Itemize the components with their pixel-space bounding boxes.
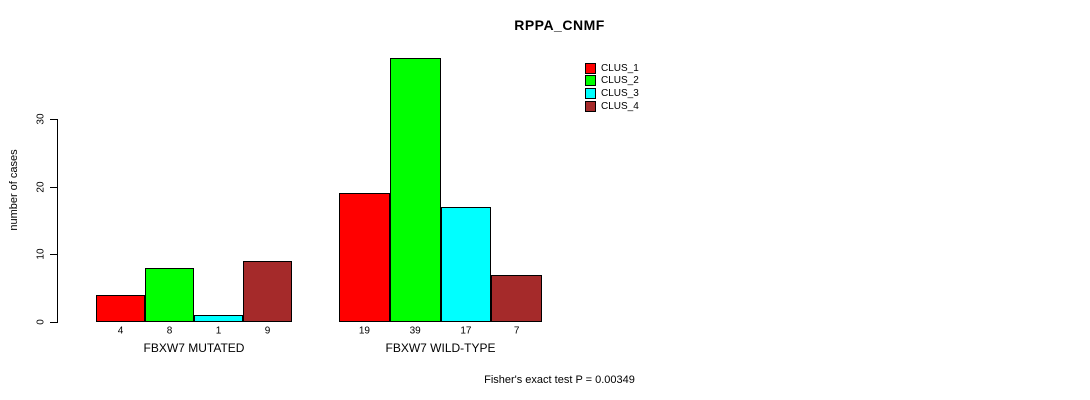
y-axis-tick — [50, 119, 57, 120]
bar-clus_3-group2 — [440, 206, 492, 322]
bar-clus_2-group2 — [389, 58, 441, 322]
legend-label: CLUS_2 — [601, 75, 639, 87]
legend-swatch-clus_2 — [585, 75, 596, 87]
legend-label: CLUS_1 — [601, 62, 639, 74]
bar-value-label: 9 — [264, 325, 271, 337]
bar-clus_1-group2 — [339, 193, 390, 322]
legend-swatch-clus_1 — [585, 62, 596, 74]
legend: CLUS_1 CLUS_2 CLUS_3 CLUS_4 — [585, 62, 639, 112]
bar-clus_2-group1 — [145, 267, 194, 322]
y-axis-tick — [50, 186, 57, 188]
y-axis-line — [57, 119, 58, 323]
bar-value-label: 39 — [409, 325, 421, 337]
bar-value-label: 1 — [215, 325, 222, 337]
legend-swatch-clus_4 — [585, 100, 596, 112]
y-axis-tick-label: 30 — [35, 113, 47, 125]
y-axis-tick-label: 10 — [35, 248, 47, 260]
y-axis-tick-label: 20 — [35, 181, 47, 193]
y-axis-label: number of cases — [8, 149, 20, 231]
legend-swatch-clus_3 — [585, 87, 596, 99]
legend-row: CLUS_3 — [585, 87, 639, 100]
legend-row: CLUS_1 — [585, 62, 639, 75]
group-label-2: FBXW7 WILD-TYPE — [385, 341, 496, 355]
y-axis-tick-label: 0 — [35, 319, 47, 325]
legend-row: CLUS_4 — [585, 100, 639, 113]
legend-label: CLUS_3 — [601, 87, 639, 99]
bar-value-label: 7 — [513, 325, 520, 337]
bar-clus_4-group2 — [491, 274, 542, 322]
chart-title: RPPA_CNMF — [514, 17, 605, 33]
bar-value-label: 19 — [358, 325, 370, 337]
group-label-1: FBXW7 MUTATED — [143, 341, 245, 355]
legend-label: CLUS_4 — [601, 100, 639, 112]
y-axis-tick — [50, 322, 57, 323]
fisher-test-annotation: Fisher's exact test P = 0.00349 — [484, 374, 635, 386]
bar-clus_4-group1 — [243, 261, 292, 322]
bar-value-label: 17 — [460, 325, 472, 337]
bar-clus_3-group1 — [194, 315, 243, 322]
bar-value-label: 8 — [166, 325, 173, 337]
bar-clus_1-group1 — [96, 294, 145, 322]
y-axis-tick — [50, 254, 57, 256]
bar-value-label: 4 — [117, 325, 124, 337]
legend-row: CLUS_2 — [585, 75, 639, 88]
